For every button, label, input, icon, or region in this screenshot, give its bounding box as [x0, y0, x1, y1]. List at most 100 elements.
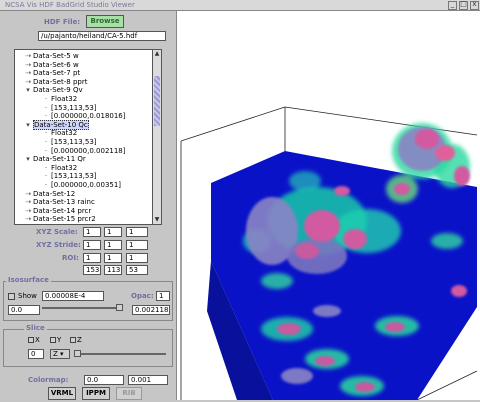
iso-max-field[interactable]: 0.002118 — [132, 305, 170, 315]
browse-button[interactable]: Browse — [86, 15, 124, 28]
slice-axis-select[interactable]: Z ▾ — [50, 349, 70, 359]
xyz-stride-y-field[interactable]: 1 — [104, 240, 122, 250]
window-title: NCSA Vis HDF BadGrid Studio Viewer — [5, 1, 135, 9]
tree-item[interactable]: ▾ Data-Set-10 Qc — [23, 119, 89, 130]
minimize-button[interactable]: _ — [448, 0, 457, 10]
tree-item[interactable]: · Float32 — [41, 95, 77, 103]
tree-item-label: Float32 — [51, 163, 78, 172]
close-button[interactable]: x — [470, 0, 479, 10]
tree-item[interactable]: ⇢ Data-Set-15 prcr2 — [23, 215, 96, 223]
isovalue-slider-knob[interactable] — [116, 304, 123, 311]
roi-label: ROI: — [62, 254, 79, 262]
opac-label: Opac: — [131, 292, 154, 300]
slice-x-checkbox[interactable] — [28, 337, 34, 343]
tree-item[interactable]: ⇢ Data-Set-5 w — [23, 52, 79, 60]
expand-icon[interactable]: ⇢ — [25, 69, 31, 78]
roi-min-x-field[interactable]: 1 — [83, 253, 101, 263]
slice-index-field[interactable]: 0 — [28, 349, 44, 359]
roi-max-y-field[interactable]: 113 — [104, 265, 122, 275]
show-checkbox[interactable] — [8, 293, 15, 300]
vrml-button[interactable]: VRML — [48, 387, 76, 400]
expand-icon[interactable]: ⇢ — [25, 215, 31, 224]
leaf-icon: · — [44, 112, 48, 121]
tree-item[interactable]: ▾ Data-Set-9 Qv — [23, 86, 83, 95]
3d-viewport[interactable] — [176, 11, 480, 401]
roi-max-z-field[interactable]: 53 — [126, 265, 148, 275]
slice-axis-value: Z — [53, 350, 58, 358]
tree-item[interactable]: · [0.000000,0.002118] — [41, 147, 126, 155]
xyz-stride-z-field[interactable]: 1 — [126, 240, 148, 250]
tree-item-label: Data-Set-7 pt — [33, 69, 81, 78]
tree-item[interactable]: · Float32 — [41, 164, 77, 172]
opac-field[interactable]: 1 — [156, 291, 170, 301]
tree-item[interactable]: · [153,113,53] — [41, 104, 97, 112]
tree-item-label: Data-Set-10 Qc — [33, 119, 89, 130]
tree-item-label: Data-Set-9 Qv — [33, 86, 83, 95]
rib-button[interactable]: RIB — [116, 387, 142, 400]
isovalue-slider-track[interactable] — [42, 307, 120, 309]
tree-item[interactable]: · [153,113,53] — [41, 172, 97, 180]
leaf-icon: · — [44, 146, 48, 155]
tree-item[interactable]: · Float32 — [41, 129, 77, 137]
tree-item-label: [0.000000,0.00351] — [51, 181, 122, 189]
collapse-icon[interactable]: ▾ — [26, 120, 30, 129]
cloud-cores — [277, 129, 470, 392]
collapse-icon[interactable]: ▾ — [26, 155, 30, 164]
tree-item[interactable]: ⇢ Data-Set-6 w — [23, 61, 79, 69]
bbox-edge — [416, 370, 478, 401]
tree-item[interactable]: ⇢ Data-Set-13 rainc — [23, 198, 95, 206]
roi-max-x-field[interactable]: 153 — [83, 265, 101, 275]
xyz-stride-x-field[interactable]: 1 — [83, 240, 101, 250]
dataset-tree[interactable]: ⇢ Data-Set-5 w ⇢ Data-Set-6 w ⇢ Data-Set-7 pt… — [14, 49, 162, 225]
expand-icon[interactable]: ⇢ — [25, 198, 31, 207]
slice-x-label: X — [35, 336, 40, 344]
xyz-scale-z-field[interactable]: 1 — [126, 227, 148, 237]
slice-y-label: Y — [57, 336, 62, 344]
slice-slider-track[interactable] — [76, 353, 166, 355]
slice-z-checkbox[interactable] — [70, 337, 76, 343]
expand-icon[interactable]: ⇢ — [25, 52, 31, 60]
tree-item-label: Data-Set-8 pprt — [33, 77, 88, 86]
tree-item[interactable]: ⇢ Data-Set-7 pt — [23, 69, 80, 77]
scroll-up-arrow-icon[interactable]: ▲ — [154, 50, 160, 57]
leaf-icon: · — [44, 138, 48, 146]
slice-slider-knob[interactable] — [74, 350, 81, 357]
hdf-file-path-field[interactable]: /u/pajanto/heiland/CA-5.hdf — [38, 31, 166, 41]
expand-icon[interactable]: ⇢ — [25, 77, 31, 86]
expand-icon[interactable]: ⇢ — [25, 60, 31, 69]
leaf-icon: · — [44, 181, 48, 189]
tree-item[interactable]: · [0.000000,0.00351] — [41, 181, 121, 189]
bbox-edge — [284, 106, 478, 136]
iso-min-field[interactable]: 0.0 — [8, 305, 40, 315]
xyz-scale-label: XYZ Scale: — [36, 228, 78, 236]
colormap-max-field[interactable]: 0.001 — [128, 375, 168, 385]
roi-min-z-field[interactable]: 1 — [126, 253, 148, 263]
control-panel: HDF File: Browse /u/pajanto/heiland/CA-5… — [0, 11, 176, 400]
expand-icon[interactable]: ⇢ — [25, 189, 31, 198]
colormap-min-field[interactable]: 0.0 — [84, 375, 124, 385]
roi-min-y-field[interactable]: 1 — [104, 253, 122, 263]
leaf-icon: · — [44, 172, 48, 181]
ippm-button[interactable]: IPPM — [82, 387, 110, 400]
tree-item-label: Data-Set-6 w — [33, 60, 79, 69]
tree-item-label: [0.000000,0.018016] — [51, 112, 126, 121]
slice-y-checkbox[interactable] — [50, 337, 56, 343]
maximize-button[interactable]: □ — [459, 0, 468, 10]
expand-icon[interactable]: ⇢ — [25, 206, 31, 215]
xyz-scale-x-field[interactable]: 1 — [83, 227, 101, 237]
tree-item[interactable]: ▾ Data-Set-11 Qr — [23, 155, 86, 163]
tree-item[interactable]: · [0.000000,0.018016] — [41, 112, 126, 120]
tree-item-label: Float32 — [51, 129, 78, 138]
xyz-scale-y-field[interactable]: 1 — [104, 227, 122, 237]
collapse-icon[interactable]: ▾ — [26, 86, 30, 95]
isovalue-field[interactable]: 0.00008E-4 — [42, 291, 104, 301]
tree-item[interactable]: · [153,113,53] — [41, 138, 97, 146]
tree-item[interactable]: ⇢ Data-Set-12 — [23, 190, 75, 198]
tree-item[interactable]: ⇢ Data-Set-14 prcr — [23, 207, 91, 215]
scroll-thumb[interactable] — [154, 76, 160, 126]
tree-item[interactable]: ⇢ Data-Set-8 pprt — [23, 78, 87, 86]
show-label: Show — [18, 292, 37, 300]
scroll-down-arrow-icon[interactable]: ▼ — [154, 216, 160, 223]
tree-scrollbar[interactable]: ▲ ▼ — [152, 49, 162, 225]
